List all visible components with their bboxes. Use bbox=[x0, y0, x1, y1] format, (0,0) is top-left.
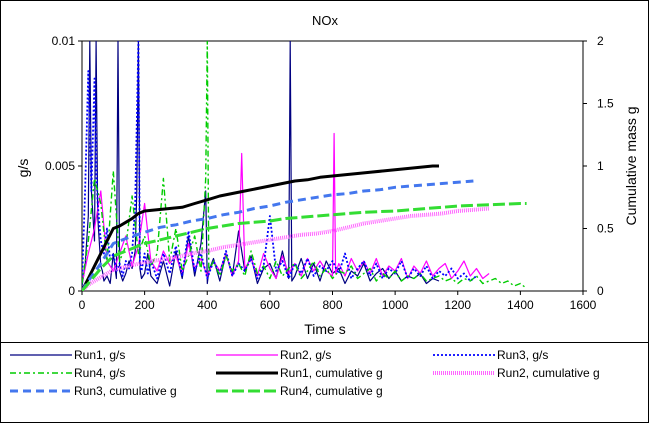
legend-label: Run4, cumulative g bbox=[280, 384, 383, 398]
legend-label: Run3, cumulative g bbox=[74, 384, 177, 398]
series-line-8 bbox=[82, 202, 527, 291]
y-right-tick-label: 0.5 bbox=[597, 222, 614, 236]
legend-label: Run2, cumulative g bbox=[497, 366, 600, 380]
legend-label: Run4, g/s bbox=[74, 366, 125, 380]
legend: Run1, g/s Run2, g/s Run3, g/s Run4, g/s Run1… bbox=[10, 348, 600, 398]
legend-label: Run3, g/s bbox=[497, 348, 548, 362]
series-line-5 bbox=[82, 164, 439, 291]
x-tick-label: 800 bbox=[322, 298, 342, 312]
x-tick-label: 600 bbox=[260, 298, 280, 312]
series-line-6 bbox=[82, 206, 490, 291]
x-tick-label: 400 bbox=[197, 298, 217, 312]
series-layer bbox=[82, 41, 528, 291]
y-left-tick-label: 0.01 bbox=[52, 34, 76, 48]
y-right-tick-label: 1.5 bbox=[597, 97, 614, 111]
legend-label: Run1, cumulative g bbox=[280, 366, 383, 380]
axes-layer: 0 200 400 600 800 1000 1200 1400 160000.0050.010… bbox=[45, 34, 614, 312]
legend-label: Run1, g/s bbox=[74, 348, 125, 362]
y-left-tick-label: 0.005 bbox=[45, 159, 75, 173]
series-group bbox=[82, 41, 528, 291]
x-tick-label: 1000 bbox=[382, 298, 409, 312]
y-left-tick-label: 0 bbox=[68, 284, 75, 298]
chart-title: NOx bbox=[312, 13, 339, 28]
x-tick-label: 1600 bbox=[570, 298, 597, 312]
y-right-tick-label: 1 bbox=[597, 159, 604, 173]
y-right-tick-label: 0 bbox=[597, 284, 604, 298]
x-tick-label: 1200 bbox=[444, 298, 471, 312]
x-tick-label: 0 bbox=[79, 298, 86, 312]
series-line-7 bbox=[82, 179, 474, 291]
y-axis-label-right: Cumulative mass g bbox=[623, 106, 639, 225]
x-tick-label: 200 bbox=[135, 298, 155, 312]
y-right-tick-label: 2 bbox=[597, 34, 604, 48]
x-axis-label: Time s bbox=[304, 321, 345, 337]
y-axis-label-left: g/s bbox=[15, 159, 31, 178]
legend-label: Run2, g/s bbox=[280, 348, 331, 362]
x-tick-label: 1400 bbox=[507, 298, 534, 312]
